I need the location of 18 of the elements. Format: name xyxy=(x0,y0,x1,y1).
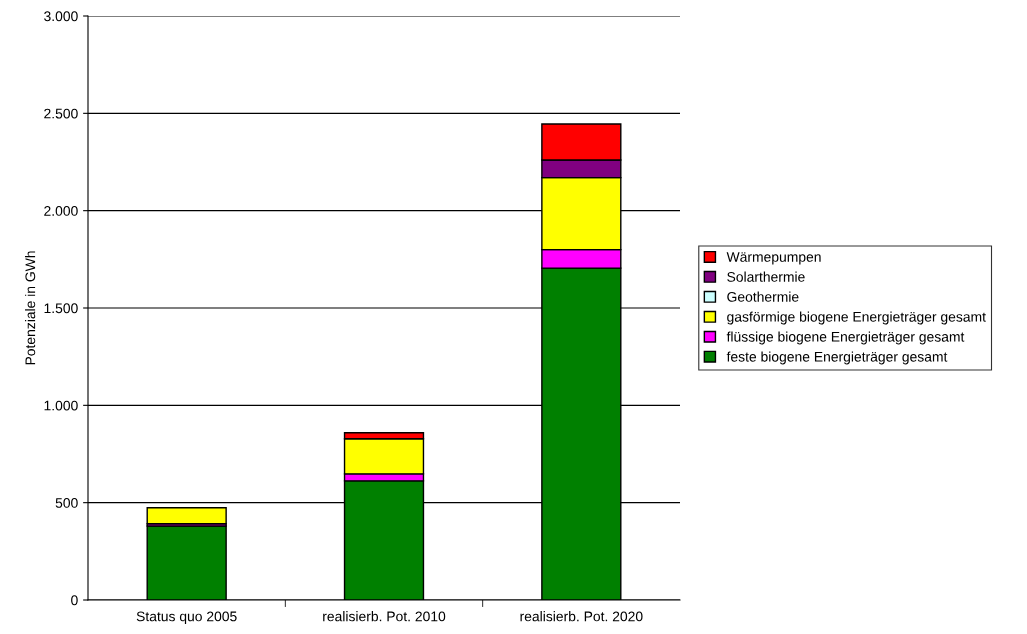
x-tick-label: realisierb. Pot. 2010 xyxy=(323,611,446,622)
y-tick-label: 1.000 xyxy=(44,400,78,411)
y-tick-label: 2.500 xyxy=(44,108,78,119)
legend-label: flüssige biogene Energieträger gesamt xyxy=(726,331,965,345)
legend-label: Solarthermie xyxy=(727,271,805,282)
legend-label: Geothermie xyxy=(727,291,799,302)
y-tick-label: 2.000 xyxy=(44,206,78,216)
legend-label: Wärmepumpen xyxy=(726,252,821,265)
bar xyxy=(146,507,227,525)
x-tick-label: Status quo 2005 xyxy=(136,611,237,625)
y-tick-label: 0 xyxy=(71,595,78,606)
x-tick-label: realisierb. Pot. 2020 xyxy=(520,611,643,622)
y-axis-title: Potenziale in GWh xyxy=(25,251,36,365)
legend-label: gasförmige biogene Energieträger gesamt xyxy=(727,311,986,325)
y-tick-label: 500 xyxy=(55,498,78,508)
y-tick-label: 1.500 xyxy=(44,303,78,314)
legend-label: feste biogene Energieträger gesamt xyxy=(726,351,948,365)
y-tick-label: 3.000 xyxy=(44,11,78,22)
